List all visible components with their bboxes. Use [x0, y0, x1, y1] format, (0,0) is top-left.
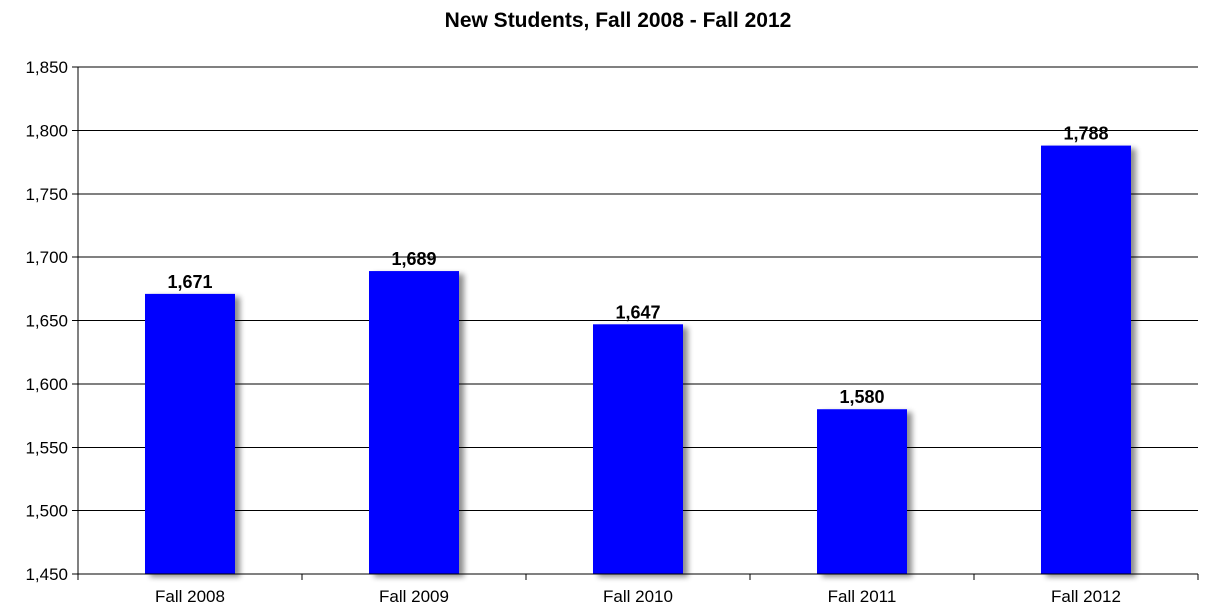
x-tick-label: Fall 2009 [379, 587, 449, 606]
data-label: 1,689 [391, 249, 436, 269]
y-tick-label: 1,800 [25, 121, 68, 140]
bars [145, 145, 1131, 574]
bar [817, 409, 907, 574]
data-label: 1,580 [839, 387, 884, 407]
y-tick-label: 1,500 [25, 502, 68, 521]
x-tick-label: Fall 2012 [1051, 587, 1121, 606]
y-tick-label: 1,850 [25, 58, 68, 77]
bar [593, 324, 683, 574]
data-label: 1,788 [1063, 124, 1108, 144]
y-tick-label: 1,700 [25, 248, 68, 267]
x-tick-label: Fall 2011 [828, 587, 897, 606]
data-label: 1,671 [167, 272, 212, 292]
y-tick-label: 1,450 [25, 565, 68, 584]
data-labels: 1,671 1,689 1,647 1,580 1,788 [167, 124, 1108, 408]
y-tick-label: 1,550 [25, 438, 68, 457]
bar [369, 271, 459, 574]
y-axis: 1,450 1,500 1,550 1,600 1,650 1,700 1,750 1,800… [25, 58, 79, 584]
bar [145, 293, 235, 574]
data-label: 1,647 [615, 302, 660, 322]
x-tick-label: Fall 2008 [155, 587, 225, 606]
y-tick-label: 1,650 [25, 312, 68, 331]
y-tick-label: 1,750 [25, 185, 68, 204]
bar [1041, 145, 1131, 574]
x-axis: Fall 2008 Fall 2009 Fall 2010 Fall 2011 Fall… [77, 573, 1199, 606]
x-tick-label: Fall 2010 [603, 587, 673, 606]
y-tick-label: 1,600 [25, 375, 68, 394]
chart-title: New Students, Fall 2008 - Fall 2012 [445, 9, 792, 32]
